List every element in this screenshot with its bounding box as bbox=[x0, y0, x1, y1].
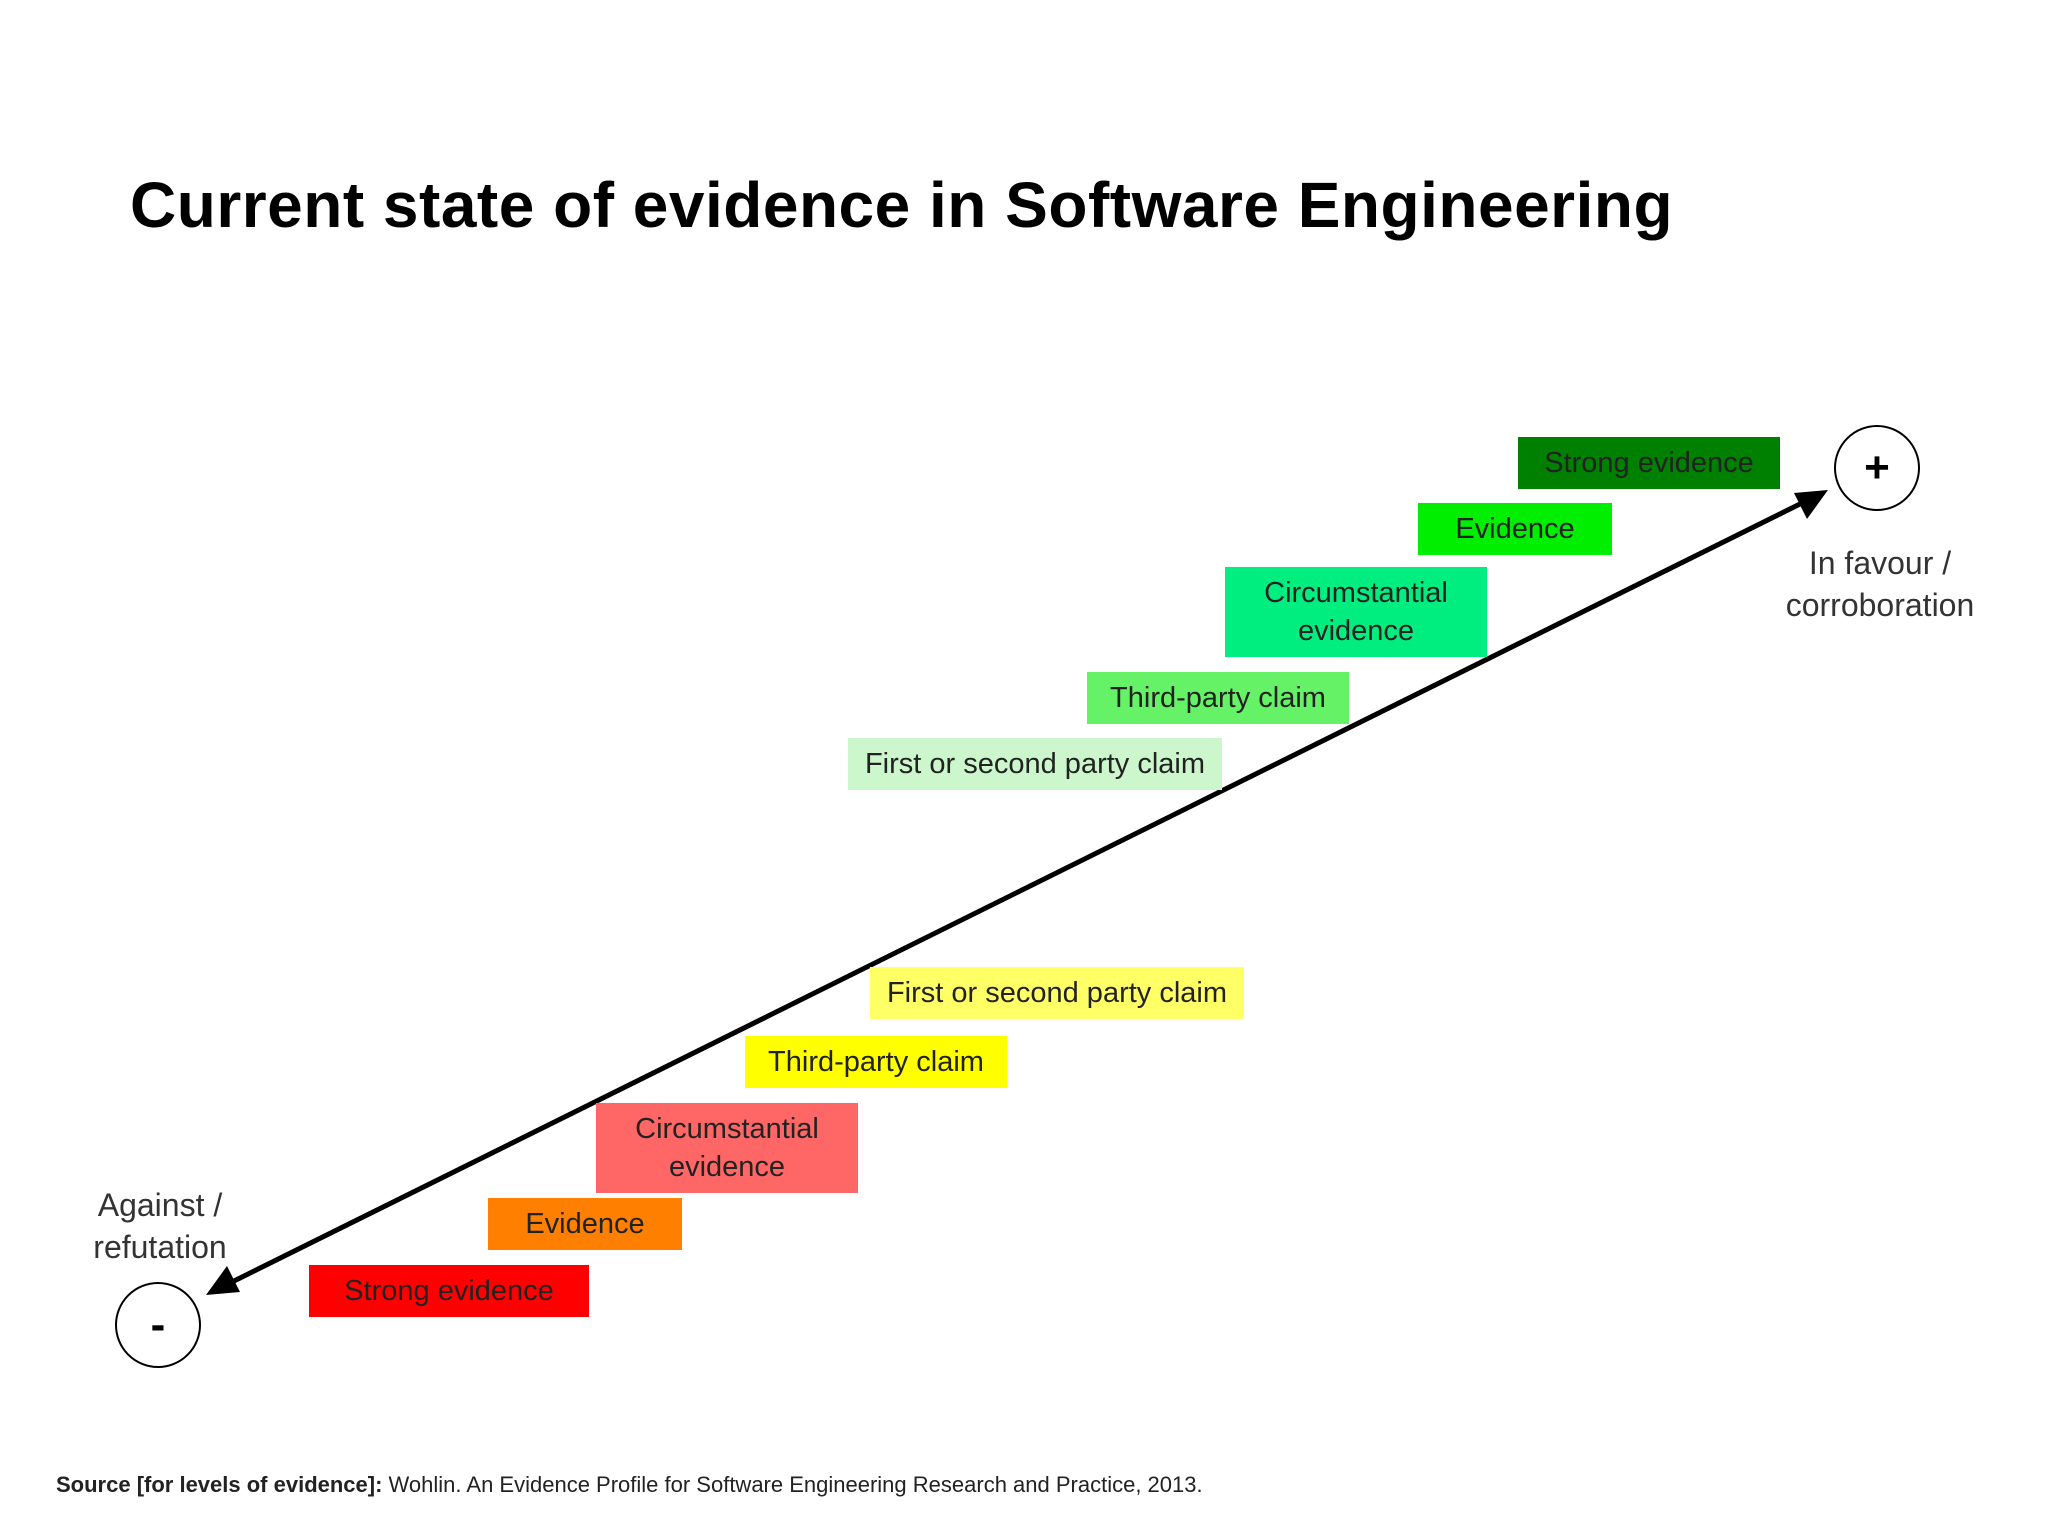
slide-title: Current state of evidence in Software En… bbox=[130, 169, 1674, 241]
against-label-line2: refutation bbox=[93, 1229, 227, 1265]
plus-icon: + bbox=[1834, 425, 1920, 511]
against-label-line1: Against / bbox=[97, 1187, 223, 1223]
level-favour-third-party-claim: Third-party claim bbox=[1087, 672, 1349, 724]
level-against-first-second-party-claim: First or second party claim bbox=[870, 967, 1244, 1019]
level-favour-strong-evidence: Strong evidence bbox=[1518, 437, 1780, 489]
arrowhead-positive bbox=[1794, 490, 1828, 519]
level-favour-evidence: Evidence bbox=[1418, 503, 1612, 555]
source-citation: Source [for levels of evidence]: Wohlin.… bbox=[56, 1472, 1203, 1498]
in-favour-label: In favour / corroboration bbox=[1760, 542, 2000, 626]
minus-icon: - bbox=[115, 1282, 201, 1368]
level-against-circumstantial-evidence: Circumstantial evidence bbox=[596, 1103, 858, 1193]
arrowhead-negative bbox=[206, 1266, 240, 1295]
level-against-strong-evidence: Strong evidence bbox=[309, 1265, 589, 1317]
source-text: Wohlin. An Evidence Profile for Software… bbox=[382, 1472, 1203, 1497]
in-favour-label-line2: corroboration bbox=[1785, 587, 1975, 623]
level-favour-first-second-party-claim: First or second party claim bbox=[848, 738, 1222, 790]
source-prefix: Source [for levels of evidence]: bbox=[56, 1472, 383, 1497]
axis-line bbox=[230, 500, 1804, 1285]
in-favour-label-line1: In favour / bbox=[1808, 545, 1952, 581]
level-against-evidence: Evidence bbox=[488, 1198, 682, 1250]
against-label: Against / refutation bbox=[60, 1184, 260, 1268]
level-against-third-party-claim: Third-party claim bbox=[745, 1036, 1007, 1088]
level-favour-circumstantial-evidence: Circumstantial evidence bbox=[1225, 567, 1487, 657]
